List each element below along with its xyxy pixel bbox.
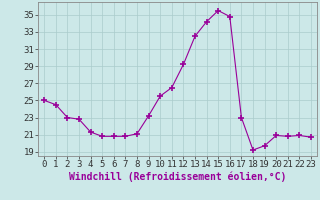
X-axis label: Windchill (Refroidissement éolien,°C): Windchill (Refroidissement éolien,°C)	[69, 172, 286, 182]
